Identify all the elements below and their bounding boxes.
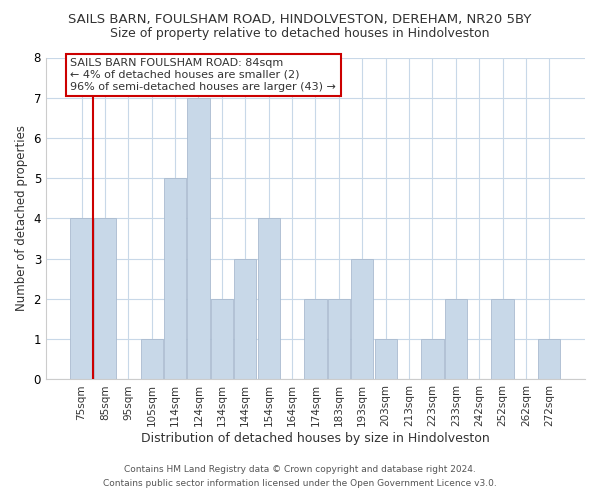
Text: SAILS BARN FOULSHAM ROAD: 84sqm
← 4% of detached houses are smaller (2)
96% of s: SAILS BARN FOULSHAM ROAD: 84sqm ← 4% of … [70,58,336,92]
Bar [164,178,186,380]
Bar [187,98,209,380]
Bar [94,218,116,380]
X-axis label: Distribution of detached houses by size in Hindolveston: Distribution of detached houses by size … [141,432,490,445]
Y-axis label: Number of detached properties: Number of detached properties [15,126,28,312]
Bar [328,299,350,380]
Bar [304,299,326,380]
Bar [70,218,92,380]
Bar [211,299,233,380]
Bar [257,218,280,380]
Bar [491,299,514,380]
Text: Contains HM Land Registry data © Crown copyright and database right 2024.
Contai: Contains HM Land Registry data © Crown c… [103,466,497,487]
Bar [234,258,256,380]
Bar [351,258,373,380]
Bar [140,339,163,380]
Bar [445,299,467,380]
Text: SAILS BARN, FOULSHAM ROAD, HINDOLVESTON, DEREHAM, NR20 5BY: SAILS BARN, FOULSHAM ROAD, HINDOLVESTON,… [68,12,532,26]
Bar [421,339,443,380]
Text: Size of property relative to detached houses in Hindolveston: Size of property relative to detached ho… [110,28,490,40]
Bar [538,339,560,380]
Bar [374,339,397,380]
